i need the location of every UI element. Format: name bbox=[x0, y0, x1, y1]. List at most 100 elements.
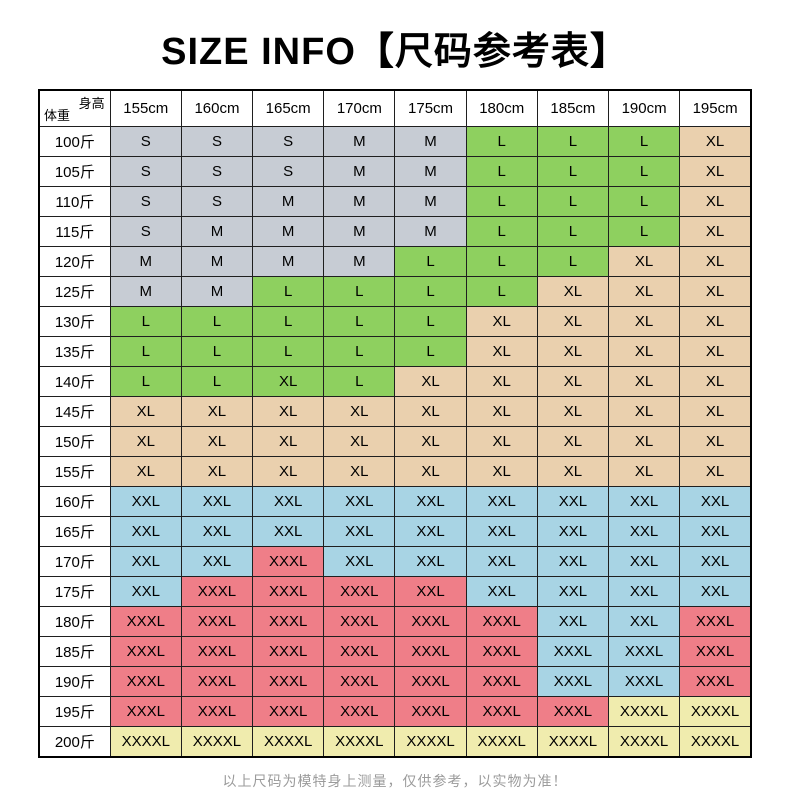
weight-row-label: 190斤 bbox=[38, 666, 111, 697]
size-cell: XL bbox=[465, 336, 538, 367]
size-cell: XL bbox=[679, 216, 752, 247]
size-cell: XL bbox=[679, 186, 752, 217]
size-cell: XXXL bbox=[180, 606, 254, 637]
size-cell: L bbox=[252, 276, 325, 307]
table-row: 105斤 S S S M M L L L XL bbox=[38, 156, 752, 187]
height-column-header: 180cm bbox=[465, 89, 538, 127]
size-cell: XXXL bbox=[323, 696, 396, 727]
size-cell: L bbox=[465, 246, 538, 277]
size-cell: XXXXL bbox=[252, 726, 325, 758]
size-cell: L bbox=[180, 366, 254, 397]
size-cell: L bbox=[607, 156, 681, 187]
size-cell: XL bbox=[679, 276, 752, 307]
disclaimer-text: 以上尺码为模特身上测量，仅供参考，以实物为准！ bbox=[222, 773, 568, 789]
size-cell: M bbox=[323, 126, 396, 157]
weight-row-label: 100斤 bbox=[38, 126, 111, 157]
header-row: 身高 体重 155cm 160cm 165cm 170cm 175cm 180cm 185cm 1… bbox=[38, 89, 752, 127]
weight-row-label: 105斤 bbox=[38, 156, 111, 187]
weight-row-label: 160斤 bbox=[38, 486, 111, 517]
corner-header-cell: 身高 体重 bbox=[38, 89, 111, 127]
size-cell: XXXL bbox=[536, 666, 610, 697]
size-cell: L bbox=[536, 126, 610, 157]
size-cell: XXXL bbox=[109, 606, 182, 637]
weight-row-label: 145斤 bbox=[38, 396, 111, 427]
size-cell: L bbox=[465, 276, 538, 307]
size-cell: XXL bbox=[180, 546, 254, 577]
corner-weight-label: 体重 bbox=[44, 108, 71, 123]
size-cell: XXXL bbox=[394, 696, 467, 727]
size-cell: XL bbox=[679, 246, 752, 277]
size-cell: XXXL bbox=[323, 636, 396, 667]
size-cell: XXL bbox=[109, 516, 182, 547]
size-cell: XXL bbox=[536, 486, 610, 517]
corner-height-label: 身高 bbox=[78, 96, 105, 111]
size-cell: L bbox=[607, 216, 681, 247]
height-column-header: 175cm bbox=[394, 89, 467, 127]
size-cell: XXL bbox=[323, 546, 396, 577]
size-cell: XL bbox=[607, 426, 681, 457]
size-cell: L bbox=[323, 366, 396, 397]
size-cell: XL bbox=[465, 396, 538, 427]
size-cell: XXL bbox=[679, 576, 752, 607]
size-cell: XXXL bbox=[180, 636, 254, 667]
size-cell: XXXXL bbox=[394, 726, 467, 758]
size-cell: XXXL bbox=[252, 696, 325, 727]
size-cell: XL bbox=[465, 366, 538, 397]
table-row: 150斤 XL XL XL XL XL XL XL XL XL bbox=[38, 426, 752, 457]
size-cell: S bbox=[109, 186, 182, 217]
size-cell: XL bbox=[252, 456, 325, 487]
size-cell: L bbox=[109, 366, 182, 397]
size-cell: XXXL bbox=[679, 666, 752, 697]
size-cell: XL bbox=[252, 366, 325, 397]
table-row: 180斤 XXXL XXXL XXXL XXXL XXXL XXXL XXL XXL XXXL bbox=[38, 606, 752, 637]
size-cell: XXL bbox=[679, 486, 752, 517]
weight-row-label: 175斤 bbox=[38, 576, 111, 607]
size-cell: XL bbox=[607, 456, 681, 487]
size-cell: XXL bbox=[180, 516, 254, 547]
size-cell: M bbox=[323, 156, 396, 187]
size-cell: M bbox=[180, 216, 254, 247]
size-cell: S bbox=[109, 216, 182, 247]
weight-row-label: 170斤 bbox=[38, 546, 111, 577]
size-cell: XXXL bbox=[252, 636, 325, 667]
size-cell: XXL bbox=[679, 516, 752, 547]
size-cell: XXXXL bbox=[607, 726, 681, 758]
size-cell: XL bbox=[394, 366, 467, 397]
weight-row-label: 200斤 bbox=[38, 726, 111, 758]
table-row: 140斤 L L XL L XL XL XL XL XL bbox=[38, 366, 752, 397]
size-cell: L bbox=[323, 336, 396, 367]
size-cell: XXL bbox=[180, 486, 254, 517]
size-cell: XXL bbox=[394, 486, 467, 517]
height-column-header: 195cm bbox=[679, 89, 752, 127]
size-cell: XXL bbox=[465, 546, 538, 577]
size-cell: XL bbox=[536, 336, 610, 367]
size-cell: XXXL bbox=[180, 576, 254, 607]
weight-row-label: 150斤 bbox=[38, 426, 111, 457]
size-cell: XL bbox=[536, 456, 610, 487]
size-cell: M bbox=[394, 216, 467, 247]
table-row: 115斤 S M M M M L L L XL bbox=[38, 216, 752, 247]
size-cell: S bbox=[180, 186, 254, 217]
weight-row-label: 125斤 bbox=[38, 276, 111, 307]
size-cell: S bbox=[252, 126, 325, 157]
size-cell: XXXL bbox=[465, 636, 538, 667]
size-cell: XXL bbox=[607, 576, 681, 607]
size-cell: L bbox=[394, 336, 467, 367]
size-cell: S bbox=[109, 126, 182, 157]
size-cell: L bbox=[323, 276, 396, 307]
size-cell: XL bbox=[180, 456, 254, 487]
table-row: 120斤 M M M M L L L XL XL bbox=[38, 246, 752, 277]
size-cell: XXXL bbox=[252, 606, 325, 637]
size-cell: XXXL bbox=[394, 606, 467, 637]
size-cell: XL bbox=[536, 396, 610, 427]
size-cell: XL bbox=[679, 306, 752, 337]
size-cell: XXL bbox=[607, 486, 681, 517]
size-cell: XXXL bbox=[109, 666, 182, 697]
size-cell: M bbox=[394, 186, 467, 217]
size-cell: XXL bbox=[465, 486, 538, 517]
table-row: 130斤 L L L L L XL XL XL XL bbox=[38, 306, 752, 337]
size-cell: XXL bbox=[109, 486, 182, 517]
size-cell: XXXL bbox=[323, 606, 396, 637]
size-cell: S bbox=[180, 126, 254, 157]
size-cell: XXXL bbox=[679, 606, 752, 637]
